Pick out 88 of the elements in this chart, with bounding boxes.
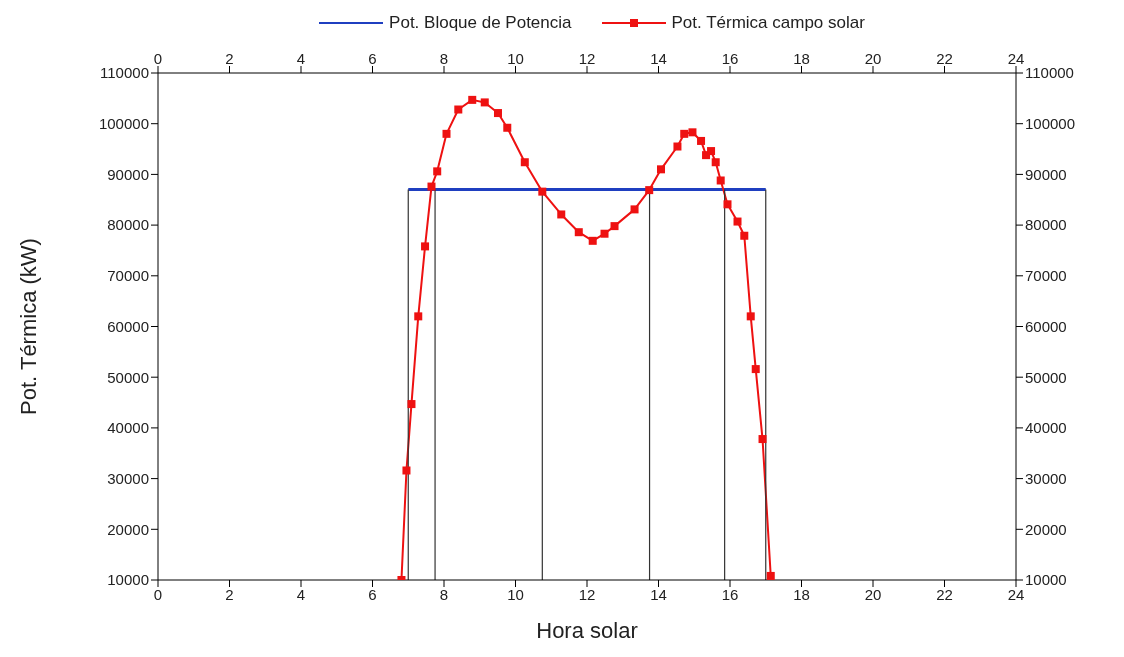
y2-tick-label: 110000 <box>1025 64 1074 82</box>
x2-tick-label: 4 <box>296 50 306 67</box>
point <box>630 205 639 214</box>
point <box>740 231 749 240</box>
x-tick-label: 22 <box>936 585 953 603</box>
point <box>557 210 566 219</box>
y2-tick-label: 70000 <box>1025 267 1067 285</box>
point <box>414 312 423 321</box>
point <box>645 186 654 195</box>
y2-tick-label: 90000 <box>1025 165 1067 183</box>
point <box>697 136 706 145</box>
y2-tick-label: 80000 <box>1025 216 1067 234</box>
x2-tick-label: 22 <box>936 50 953 67</box>
point <box>402 466 411 475</box>
y-tick-label: 20000 <box>107 520 149 538</box>
y-tick-label: 10000 <box>107 571 149 589</box>
x-tick-label: 0 <box>153 585 163 603</box>
point <box>574 228 583 237</box>
legend-label: Pot. Térmica campo solar <box>671 13 865 33</box>
point <box>442 129 451 138</box>
x2-tick-label: 20 <box>864 50 882 67</box>
point <box>707 147 716 156</box>
point <box>480 98 489 107</box>
x-tick-label: 4 <box>296 585 306 603</box>
x2-tick-label: 10 <box>507 50 524 67</box>
y-tick-label: 50000 <box>107 368 149 386</box>
point <box>421 242 430 251</box>
y2-tick-label: 30000 <box>1025 469 1067 487</box>
y-tick-label: 60000 <box>107 317 149 335</box>
x2-tick-label: 2 <box>225 50 234 67</box>
point <box>520 158 529 167</box>
x2-tick-label: 18 <box>793 50 810 67</box>
x-tick-label: 24 <box>1007 585 1025 603</box>
point <box>711 158 720 167</box>
x-tick-label: 10 <box>507 585 524 603</box>
point <box>746 312 755 321</box>
x-tick-label: 16 <box>721 585 739 603</box>
point <box>433 167 442 176</box>
x-tick-label: 20 <box>864 585 882 603</box>
point <box>588 236 597 245</box>
y2-tick-label: 10000 <box>1025 571 1067 589</box>
x-tick-label: 18 <box>793 585 810 603</box>
x2-tick-label: 12 <box>578 50 596 67</box>
x-tick-label: 6 <box>368 585 377 603</box>
x2-tick-label: 0 <box>153 50 163 67</box>
x2-tick-label: 6 <box>368 50 377 67</box>
point <box>610 222 619 231</box>
point <box>673 142 682 151</box>
point <box>454 105 463 114</box>
y-tick-label: 110000 <box>100 64 149 82</box>
x-tick-label: 14 <box>650 585 667 603</box>
legend-label: Pot. Bloque de Potencia <box>389 13 572 33</box>
x-tick-label: 12 <box>578 585 596 603</box>
y-axis-title: Pot. Térmica (kW) <box>15 238 41 415</box>
y2-tick-label: 50000 <box>1025 368 1067 386</box>
point <box>751 365 760 374</box>
y2-tick-label: 60000 <box>1025 317 1067 335</box>
x-axis-title: Hora solar <box>536 618 638 643</box>
point <box>680 129 689 138</box>
y-tick-label: 80000 <box>107 216 149 234</box>
x2-tick-label: 8 <box>439 50 449 67</box>
point <box>723 200 732 209</box>
point <box>503 123 512 132</box>
point <box>468 95 477 104</box>
point <box>716 176 725 185</box>
x2-tick-label: 24 <box>1007 50 1025 67</box>
y-tick-label: 70000 <box>107 267 149 285</box>
x2-tick-label: 14 <box>650 50 667 67</box>
y2-tick-label: 20000 <box>1025 520 1067 538</box>
point <box>766 571 775 580</box>
point <box>493 109 502 118</box>
point <box>600 229 609 238</box>
point <box>733 217 742 226</box>
x-tick-label: 8 <box>439 585 449 603</box>
y-tick-label: 90000 <box>107 165 149 183</box>
point <box>758 435 767 444</box>
point <box>538 187 547 196</box>
point <box>688 128 697 137</box>
y2-tick-label: 100000 <box>1025 115 1076 133</box>
y-tick-label: 100000 <box>98 115 149 133</box>
y-tick-label: 40000 <box>107 419 149 437</box>
point <box>427 182 436 191</box>
y2-tick-label: 40000 <box>1025 419 1067 437</box>
point <box>407 400 416 409</box>
y-tick-label: 30000 <box>107 469 149 487</box>
point <box>657 165 665 174</box>
x2-tick-label: 16 <box>721 50 739 67</box>
x-tick-label: 2 <box>225 585 234 603</box>
